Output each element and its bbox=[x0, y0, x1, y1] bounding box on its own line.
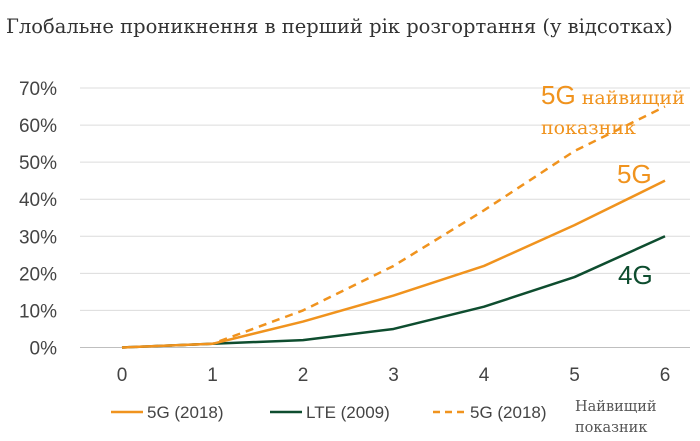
x-tick-label: 6 bbox=[660, 365, 671, 386]
y-tick-label: 20% bbox=[19, 264, 57, 285]
y-tick-label: 10% bbox=[19, 301, 57, 322]
x-tick-label: 1 bbox=[207, 365, 218, 386]
legend: 5G (2018) LTE (2009) 5G (2018) Найвищий … bbox=[111, 399, 657, 436]
series-line-5g bbox=[121, 179, 666, 349]
annotation-4g: 4G bbox=[618, 260, 653, 290]
x-axis: 0 1 2 3 4 5 6 bbox=[117, 365, 671, 386]
y-axis: 0% 10% 20% 30% 40% 50% 60% 70% bbox=[19, 79, 57, 360]
annotation-5g: 5G bbox=[617, 159, 652, 189]
legend-label-5g-peak: 5G (2018) bbox=[470, 403, 547, 422]
legend-label-5g: 5G (2018) bbox=[147, 403, 224, 422]
x-tick-label: 2 bbox=[298, 365, 309, 386]
legend-label-lte: LTE (2009) bbox=[306, 403, 390, 422]
y-tick-label: 30% bbox=[19, 227, 57, 248]
legend-item-lte: LTE (2009) bbox=[270, 403, 390, 422]
annotation-5g-peak-label: 5G bbox=[541, 80, 576, 110]
x-tick-label: 3 bbox=[388, 365, 399, 386]
series-lines bbox=[121, 105, 666, 349]
legend-label-5g-peak-suffix-2: показник bbox=[575, 420, 647, 436]
svg-text:5G найвищий: 5G найвищий bbox=[541, 80, 685, 110]
series-line-5g-peak bbox=[121, 105, 666, 349]
y-tick-label: 40% bbox=[19, 190, 57, 211]
legend-item-5g-peak: 5G (2018) Найвищий показник bbox=[433, 399, 657, 436]
legend-item-5g: 5G (2018) bbox=[111, 403, 224, 422]
legend-label-5g-peak-suffix-1: Найвищий bbox=[575, 399, 657, 415]
y-tick-label: 50% bbox=[19, 153, 57, 174]
annotation-5g-peak-word: найвищий bbox=[576, 87, 685, 109]
y-tick-label: 0% bbox=[30, 339, 58, 360]
y-tick-label: 60% bbox=[19, 116, 57, 137]
grid bbox=[80, 87, 690, 348]
annotation-5g-peak-line2: показник bbox=[541, 117, 636, 139]
series-line-lte bbox=[121, 235, 666, 349]
x-tick-label: 0 bbox=[117, 365, 128, 386]
x-tick-label: 4 bbox=[479, 365, 490, 386]
chart-title: Глобальне проникнення в перший рік розго… bbox=[6, 15, 673, 38]
x-tick-label: 5 bbox=[569, 365, 580, 386]
annotation-5g-peak: 5G найвищий показник bbox=[541, 80, 685, 139]
y-tick-label: 70% bbox=[19, 79, 57, 100]
